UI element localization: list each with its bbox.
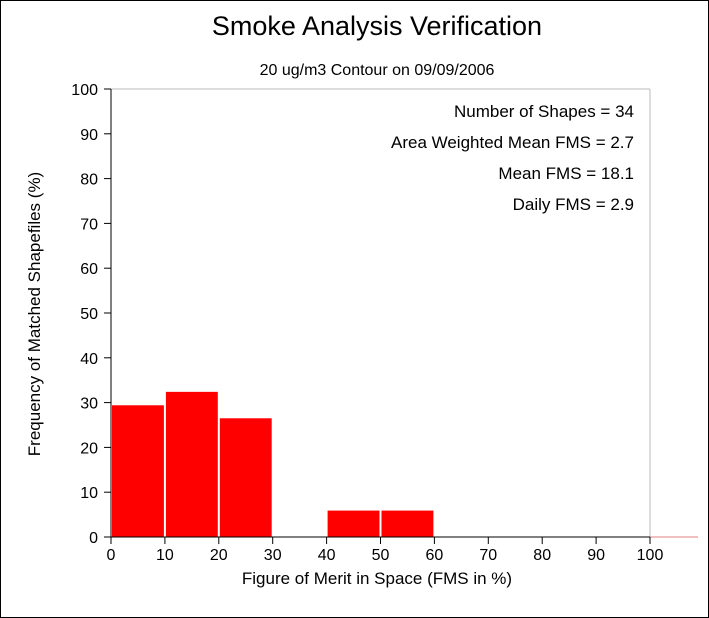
x-tick-label: 10 <box>156 547 174 564</box>
bars-group <box>112 391 434 537</box>
y-tick-label: 10 <box>80 485 98 502</box>
y-tick-label: 30 <box>80 396 98 413</box>
y-tick-label: 80 <box>80 172 98 189</box>
chart-title: Smoke Analysis Verification <box>212 11 542 41</box>
x-tick-label: 30 <box>264 547 282 564</box>
x-tick-label: 60 <box>426 547 444 564</box>
y-tick-label: 70 <box>80 216 98 233</box>
y-tick-label: 50 <box>80 306 98 323</box>
x-tick-label: 50 <box>372 547 390 564</box>
x-axis-ticks: 0 10 20 30 40 50 60 70 80 90 100 <box>107 537 664 564</box>
y-tick-label: 0 <box>89 530 98 547</box>
statistic-annotation: Daily FMS = 2.9 <box>513 195 634 214</box>
y-tick-label: 20 <box>80 440 98 457</box>
statistic-annotation: Mean FMS = 18.1 <box>498 164 634 183</box>
statistic-annotation: Area Weighted Mean FMS = 2.7 <box>391 133 634 152</box>
x-tick-label: 80 <box>533 547 551 564</box>
statistic-annotation: Number of Shapes = 34 <box>454 102 634 121</box>
x-tick-label: 0 <box>107 547 116 564</box>
histogram-bar <box>112 405 164 537</box>
y-axis-label: Frequency of Matched Shapefiles (%) <box>25 172 44 456</box>
y-tick-label: 90 <box>80 127 98 144</box>
x-tick-label: 90 <box>587 547 605 564</box>
x-tick-label: 20 <box>210 547 228 564</box>
statistics-annotations: Number of Shapes = 34 Area Weighted Mean … <box>391 102 634 214</box>
x-axis-label: Figure of Merit in Space (FMS in %) <box>242 569 512 588</box>
chart-subtitle: 20 ug/m3 Contour on 09/09/2006 <box>260 62 495 79</box>
x-tick-label: 40 <box>318 547 336 564</box>
y-tick-label: 60 <box>80 261 98 278</box>
x-tick-label: 70 <box>479 547 497 564</box>
x-tick-label: 100 <box>637 547 664 564</box>
histogram-bar <box>381 510 434 537</box>
y-tick-label: 40 <box>80 351 98 368</box>
histogram-bar <box>327 510 380 537</box>
histogram-bar <box>165 391 218 537</box>
y-axis-ticks: 0 10 20 30 40 50 60 70 80 90 100 <box>71 82 111 547</box>
histogram-bar <box>219 418 272 537</box>
y-tick-label: 100 <box>71 82 98 99</box>
plot-area: 0 10 20 30 40 50 60 70 80 90 100 0 10 20 30 40 50 60 70 80… <box>71 82 698 564</box>
